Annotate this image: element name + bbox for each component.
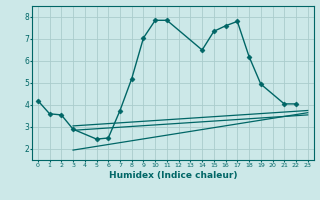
X-axis label: Humidex (Indice chaleur): Humidex (Indice chaleur) bbox=[108, 171, 237, 180]
